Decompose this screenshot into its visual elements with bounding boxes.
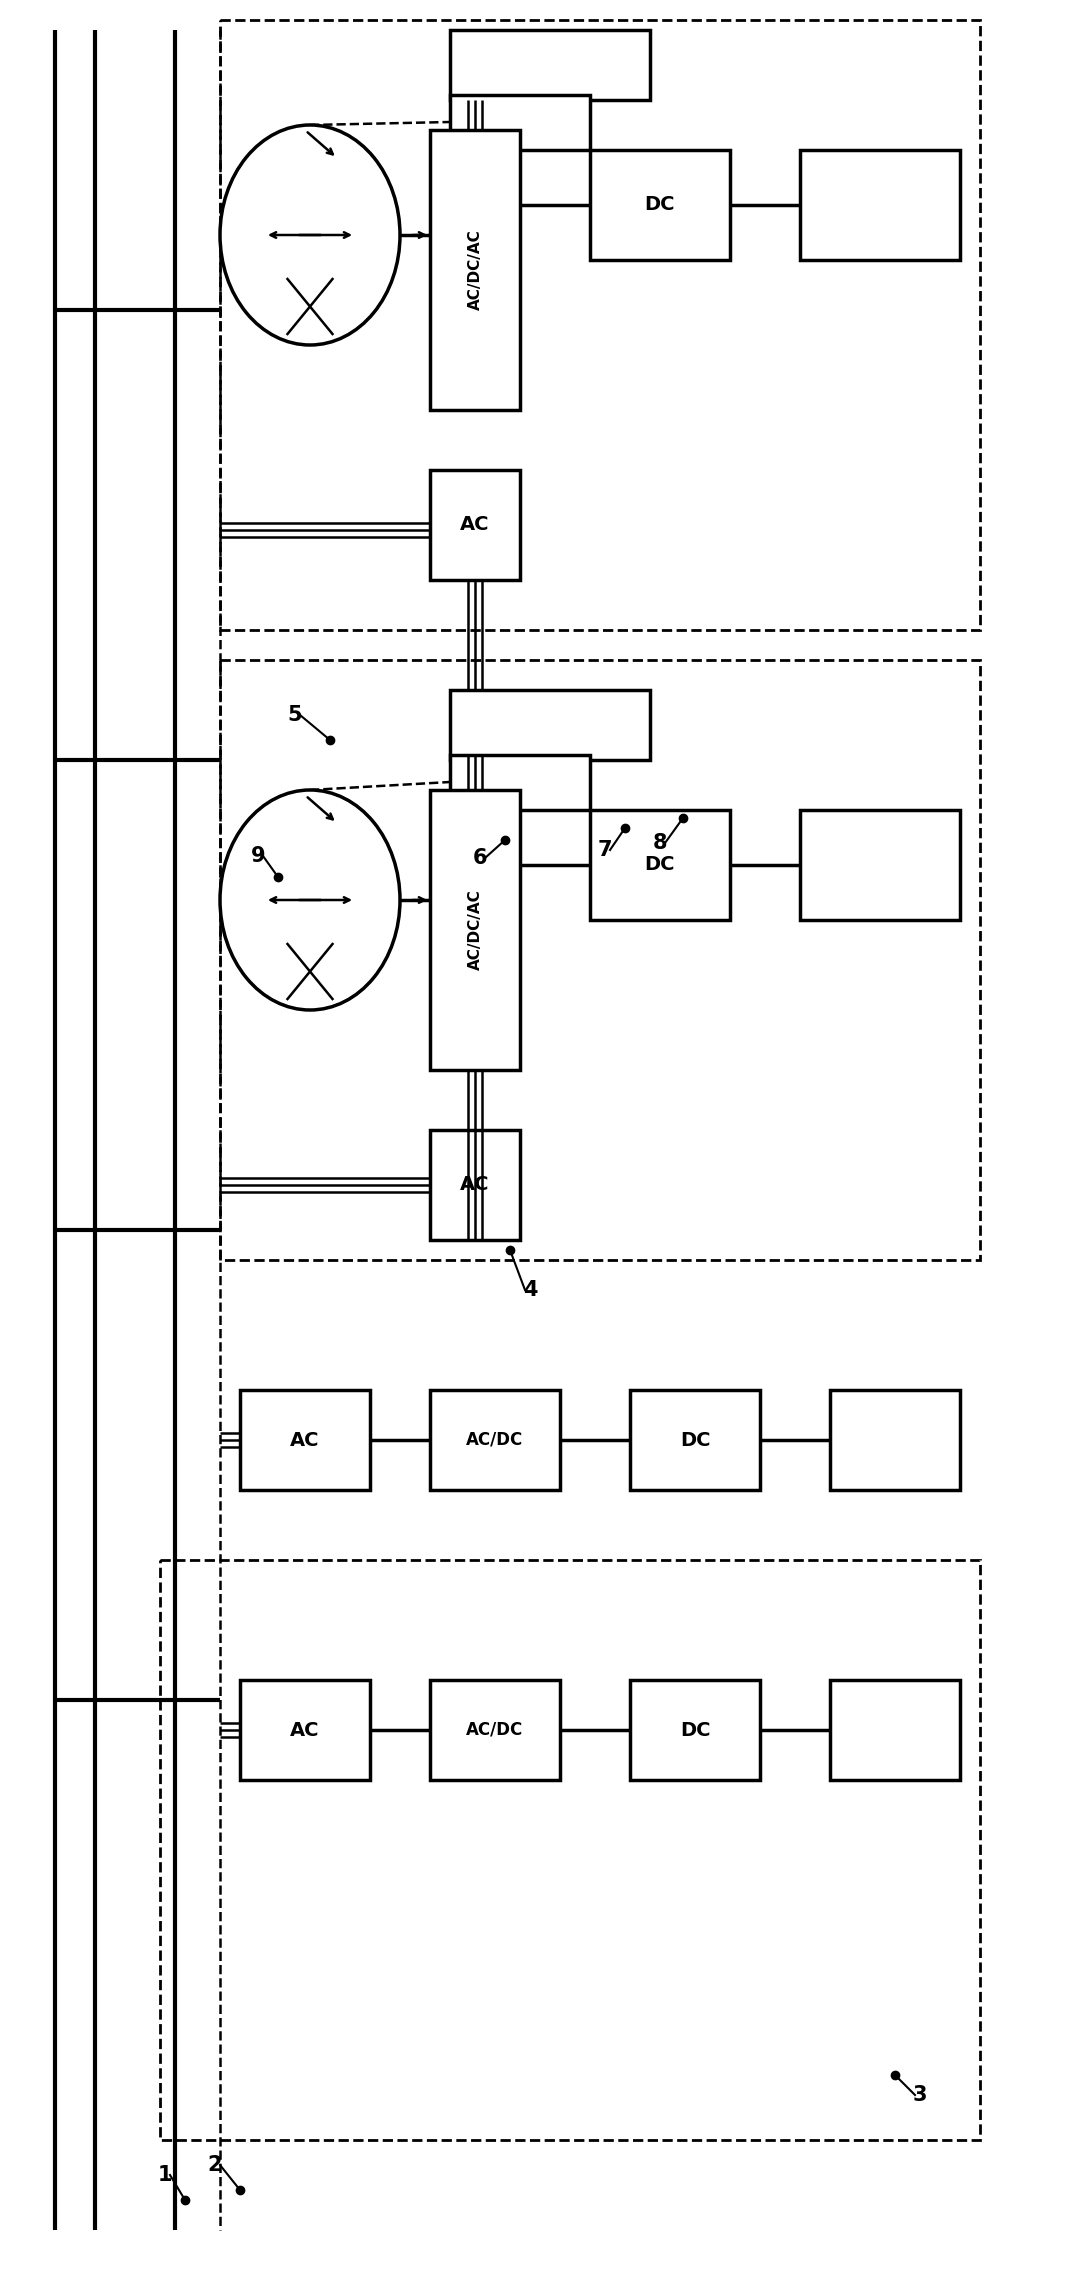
Bar <box>449 691 650 759</box>
Bar <box>590 809 730 921</box>
Text: 7: 7 <box>598 839 612 860</box>
Bar <box>430 1391 560 1491</box>
Text: DC: DC <box>680 1721 710 1740</box>
Text: 9: 9 <box>251 846 265 866</box>
Bar <box>449 30 650 100</box>
Ellipse shape <box>220 125 400 344</box>
Text: DC: DC <box>645 196 675 214</box>
Text: DC: DC <box>645 855 675 876</box>
Text: 5: 5 <box>288 705 302 725</box>
Bar <box>430 470 520 579</box>
Text: 8: 8 <box>652 832 668 853</box>
Ellipse shape <box>220 789 400 1010</box>
Text: 3: 3 <box>913 2084 927 2104</box>
Text: AC: AC <box>460 515 490 534</box>
Bar <box>220 659 980 1261</box>
Bar <box>449 755 590 809</box>
Bar <box>430 1680 560 1781</box>
Text: AC/DC: AC/DC <box>466 1721 524 1740</box>
Bar <box>630 1391 760 1491</box>
Text: 1: 1 <box>158 2166 172 2184</box>
Bar <box>430 130 520 410</box>
Bar <box>830 1680 960 1781</box>
Text: AC: AC <box>460 1176 490 1195</box>
Bar <box>449 96 590 150</box>
Bar <box>240 1391 370 1491</box>
Bar <box>800 150 960 260</box>
Text: AC/DC: AC/DC <box>466 1432 524 1450</box>
Text: DC: DC <box>680 1430 710 1450</box>
Bar <box>220 21 980 629</box>
Bar <box>430 789 520 1069</box>
Text: 2: 2 <box>207 2155 223 2175</box>
Text: AC: AC <box>290 1721 320 1740</box>
Text: AC: AC <box>290 1430 320 1450</box>
Text: AC/DC/AC: AC/DC/AC <box>468 889 482 971</box>
Bar <box>160 1560 980 2141</box>
Bar <box>430 1131 520 1240</box>
Text: 6: 6 <box>472 848 488 869</box>
Bar <box>800 809 960 921</box>
Bar <box>630 1680 760 1781</box>
Text: AC/DC/AC: AC/DC/AC <box>468 230 482 310</box>
Text: 4: 4 <box>523 1279 537 1300</box>
Bar <box>240 1680 370 1781</box>
Bar <box>590 150 730 260</box>
Bar <box>830 1391 960 1491</box>
